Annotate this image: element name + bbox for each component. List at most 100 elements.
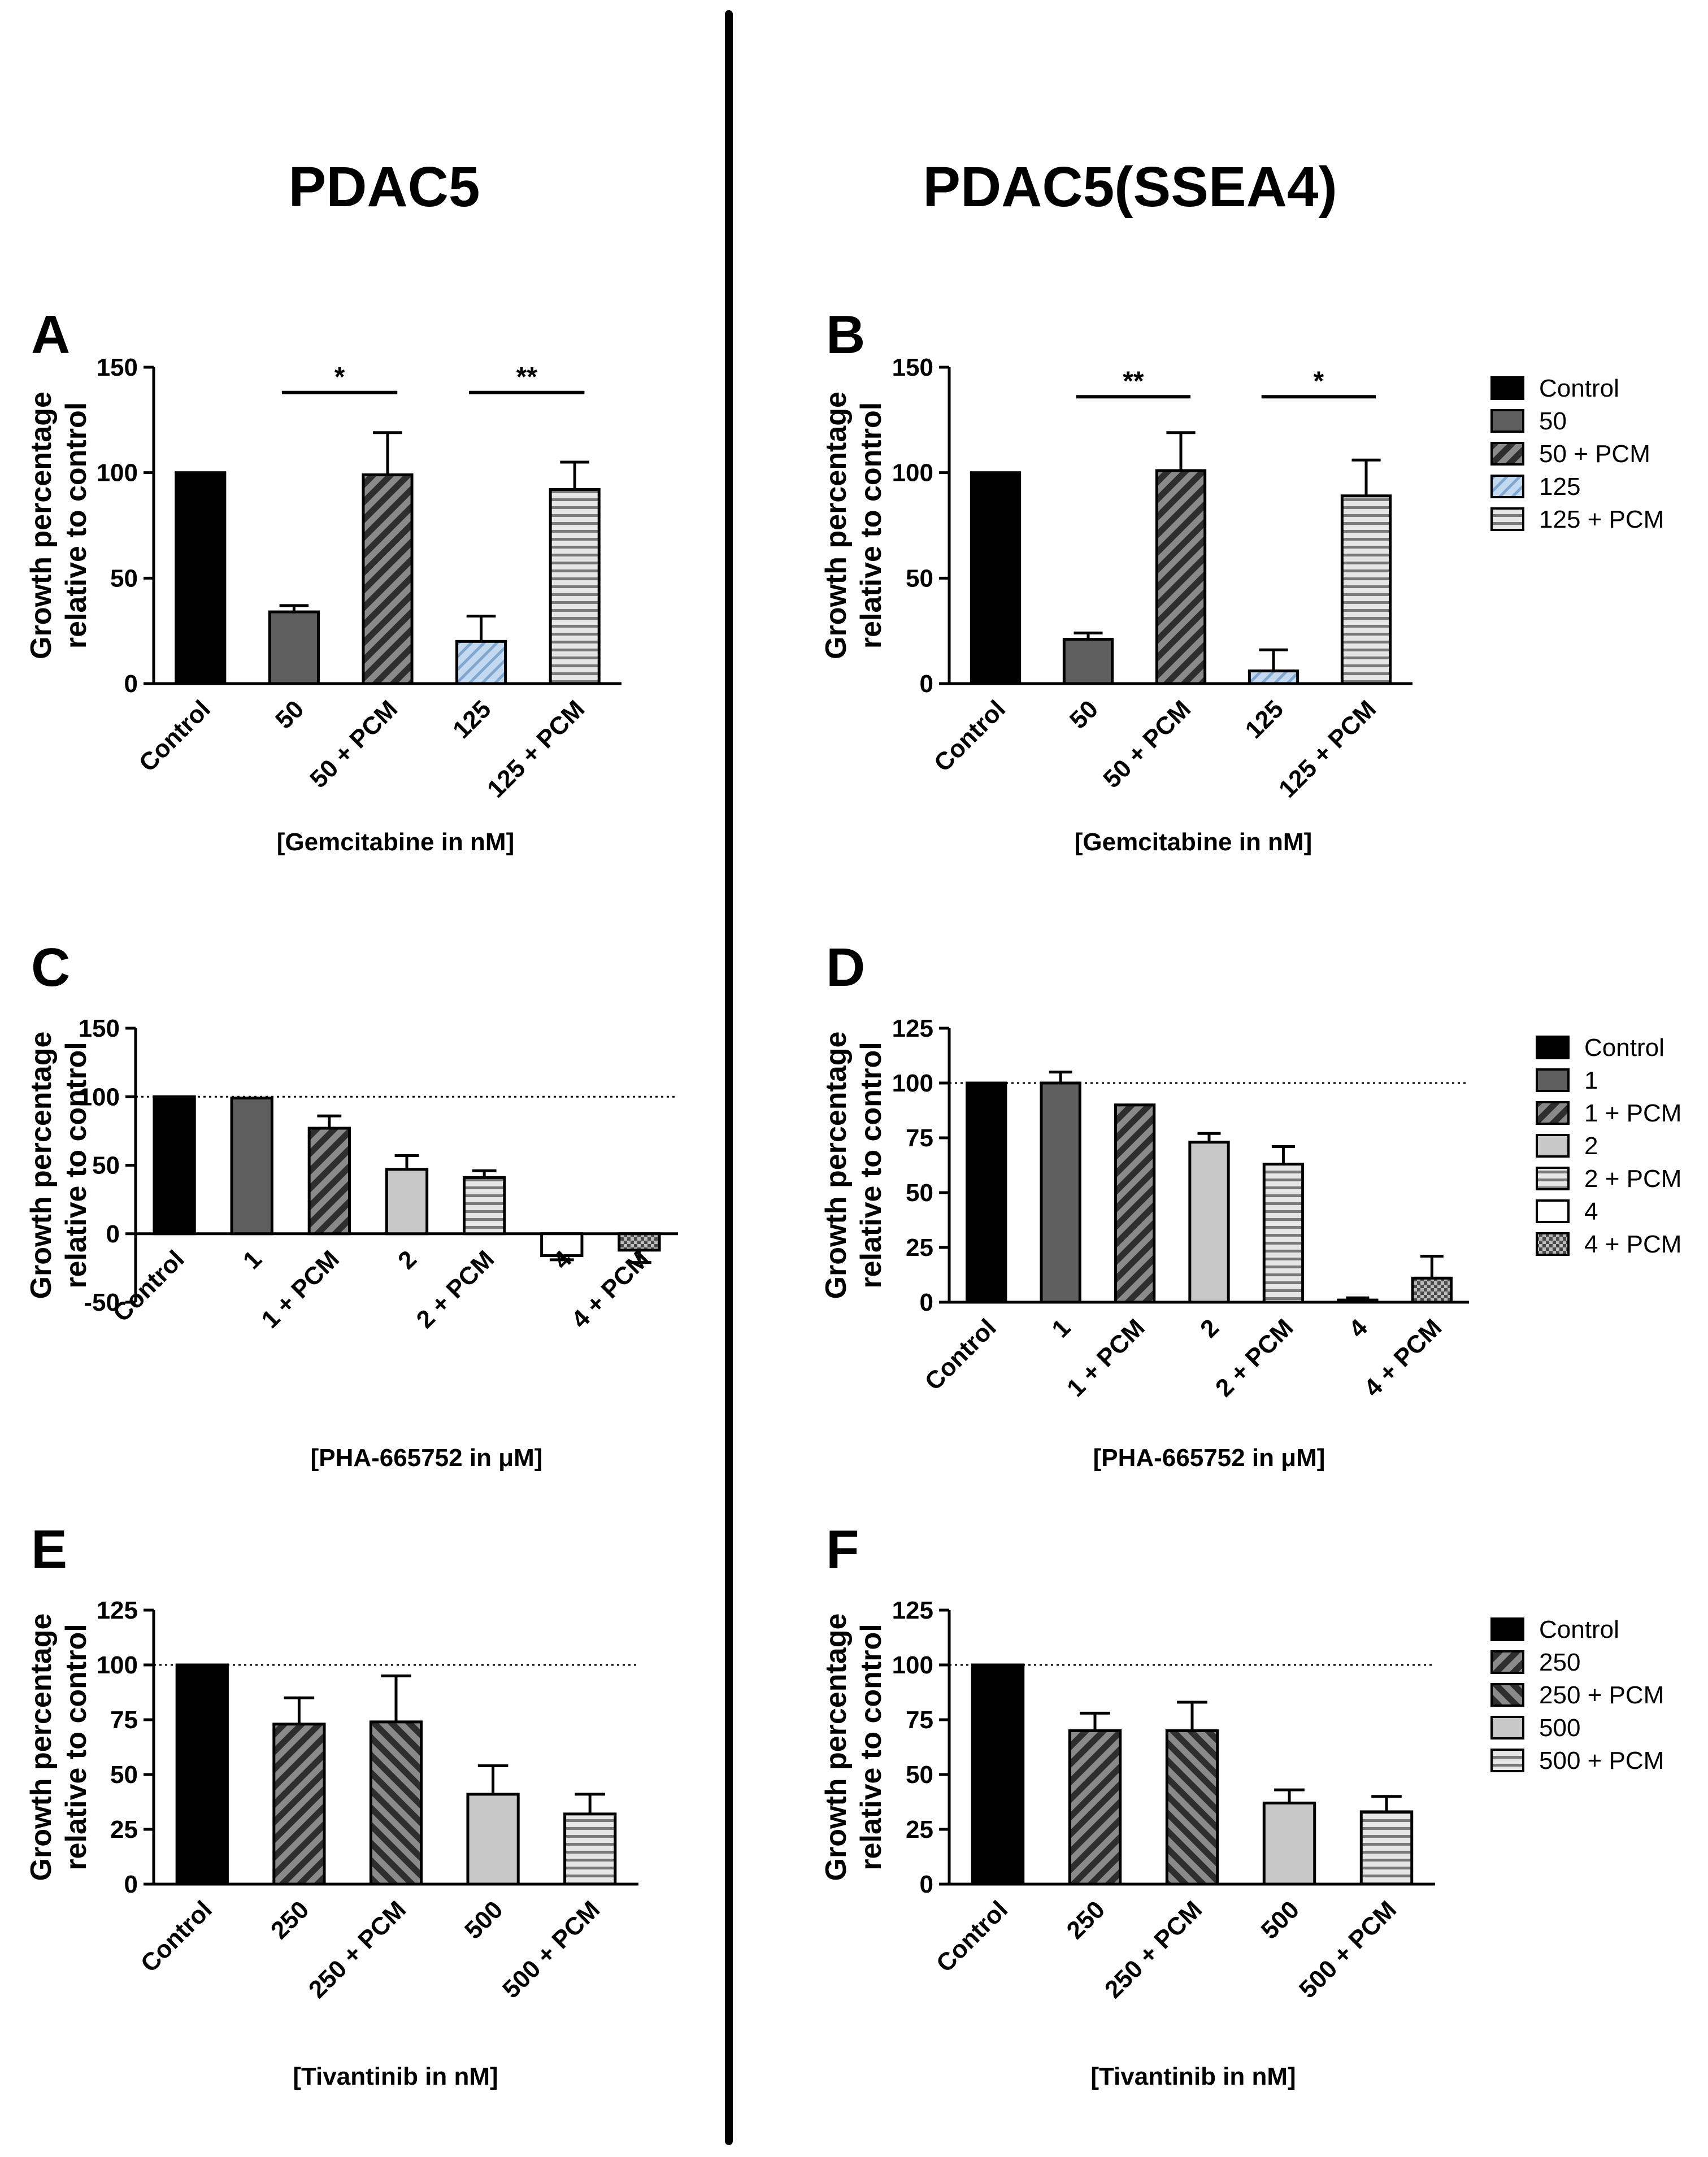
y-tick-label: 25 <box>110 1816 138 1843</box>
x-axis-title: [PHA-665752 in μM] <box>311 1444 543 1472</box>
y-tick-label: 100 <box>892 459 933 487</box>
bar-500 <box>1262 1801 1316 1886</box>
bar-250 <box>1068 1729 1122 1886</box>
x-tick-label: 125 + PCM <box>1274 695 1381 803</box>
x-tick-label: 1 <box>238 1245 267 1275</box>
x-tick-label: Control <box>931 1895 1013 1977</box>
bar-500-pcm <box>563 1812 617 1886</box>
x-tick-label: 250 <box>266 1895 315 1945</box>
y-tick-label: 100 <box>97 459 138 487</box>
legend-swatch <box>1490 1617 1524 1641</box>
x-tick-label: 125 + PCM <box>482 695 590 803</box>
legend-swatch <box>1490 507 1524 531</box>
legend-swatch <box>1490 1650 1524 1674</box>
y-tick-label: 100 <box>97 1651 138 1679</box>
legend-swatch <box>1490 409 1524 433</box>
bar-4-pcm <box>1411 1276 1453 1304</box>
legend-swatch <box>1490 1749 1524 1772</box>
y-tick-label: 150 <box>79 1015 120 1042</box>
x-tick-label: Control <box>920 1314 1002 1395</box>
panel-letter: A <box>31 305 70 365</box>
bar-50 <box>1062 638 1114 685</box>
bar-4 <box>1337 1298 1379 1304</box>
column-title-right: PDAC5(SSEA4) <box>923 155 1337 219</box>
x-tick-label: 500 + PCM <box>497 1895 605 2003</box>
bar-500-pcm <box>1359 1810 1414 1886</box>
y-tick-label: 50 <box>110 1761 138 1789</box>
x-tick-label: 2 + PCM <box>411 1245 500 1334</box>
x-tick-label: 250 + PCM <box>303 1895 411 2003</box>
x-tick-label: 500 <box>459 1895 509 1945</box>
legend-label: 50 <box>1539 407 1567 435</box>
y-axis-label: relative to control <box>60 402 93 649</box>
chart-panel-f: F Growth percentage relative to control 0 25… <box>820 1519 1435 2090</box>
x-tick-label: 50 <box>270 695 309 734</box>
bar-control <box>175 471 227 685</box>
y-axis-label: Growth percentage <box>25 392 58 659</box>
panel-letter: E <box>31 1519 67 1580</box>
y-axis-label: Growth percentage <box>820 1032 853 1299</box>
legend-label: 4 + PCM <box>1584 1230 1681 1258</box>
x-axis-title: [Tivantinib in nM] <box>1090 2063 1296 2090</box>
y-axis-label: relative to control <box>855 402 888 649</box>
y-tick-label: 125 <box>97 1597 138 1624</box>
x-tick-label: 2 <box>1195 1314 1224 1343</box>
x-tick-label: 250 + PCM <box>1099 1895 1207 2003</box>
y-tick-label: 50 <box>110 564 138 592</box>
x-tick-label: Control <box>107 1245 189 1327</box>
legend-label: 1 + PCM <box>1584 1099 1681 1127</box>
x-tick-label: 250 <box>1062 1895 1111 1945</box>
legend-swatch <box>1490 1716 1524 1739</box>
y-tick-label: 25 <box>906 1816 933 1843</box>
legend-b: Control 50 50 + PCM 125 125 + PCM <box>1490 375 1664 533</box>
bar-2 <box>385 1168 429 1236</box>
x-tick-label: 50 + PCM <box>1098 695 1196 793</box>
x-tick-label: 2 <box>393 1245 422 1275</box>
y-tick-label: 100 <box>79 1083 120 1111</box>
bar-4-pcm <box>618 1232 661 1252</box>
legend-label: Control <box>1584 1034 1664 1062</box>
y-tick-label: 150 <box>97 354 138 381</box>
y-tick-label: 75 <box>906 1706 933 1734</box>
chart-panel-c: C Growth percentage relative to control-50… <box>25 937 678 1472</box>
bar-250 <box>272 1723 326 1886</box>
panel-letter: B <box>826 305 865 365</box>
y-tick-label: 50 <box>906 1761 933 1789</box>
bar-2-pcm <box>1262 1163 1305 1304</box>
y-tick-label: 100 <box>892 1069 933 1097</box>
legend-swatch <box>1490 1683 1524 1707</box>
y-tick-label: 25 <box>906 1234 933 1262</box>
x-tick-label: 50 + PCM <box>305 695 403 793</box>
legends-layer: Control 50 50 + PCM 125 125 + PCM Control 1 1 +… <box>1490 375 1681 1775</box>
panel-letter: C <box>31 937 70 998</box>
legend-swatch <box>1490 475 1524 498</box>
x-axis-title: [Gemcitabine in nM] <box>277 828 514 856</box>
bar-50-pcm <box>1155 469 1207 685</box>
legend-swatch <box>1490 442 1524 466</box>
x-tick-label: Control <box>136 1895 218 1977</box>
y-tick-label: 75 <box>906 1124 933 1152</box>
y-axis-label: relative to control <box>60 1624 93 1870</box>
x-tick-label: 1 + PCM <box>256 1245 345 1334</box>
legend-label: 500 <box>1539 1714 1580 1742</box>
significance-label: * <box>334 362 345 392</box>
y-tick-label: 125 <box>892 1015 933 1042</box>
x-tick-label: 2 + PCM <box>1210 1314 1299 1402</box>
legend-label: 1 <box>1584 1067 1598 1094</box>
y-tick-label: -50 <box>84 1289 120 1316</box>
x-tick-label: 1 <box>1046 1314 1076 1343</box>
y-tick-label: 75 <box>110 1706 138 1734</box>
column-title-left: PDAC5 <box>289 155 480 219</box>
legend-label: Control <box>1539 1616 1619 1643</box>
bar-1-pcm <box>1114 1103 1156 1304</box>
significance-label: ** <box>1123 366 1144 396</box>
bar-control <box>970 471 1022 685</box>
y-tick-label: 50 <box>92 1152 120 1180</box>
y-axis-label: relative to control <box>855 1624 888 1870</box>
bar-control <box>153 1095 196 1236</box>
significance-label: * <box>1314 366 1324 396</box>
y-axis-label: Growth percentage <box>25 1614 58 1881</box>
